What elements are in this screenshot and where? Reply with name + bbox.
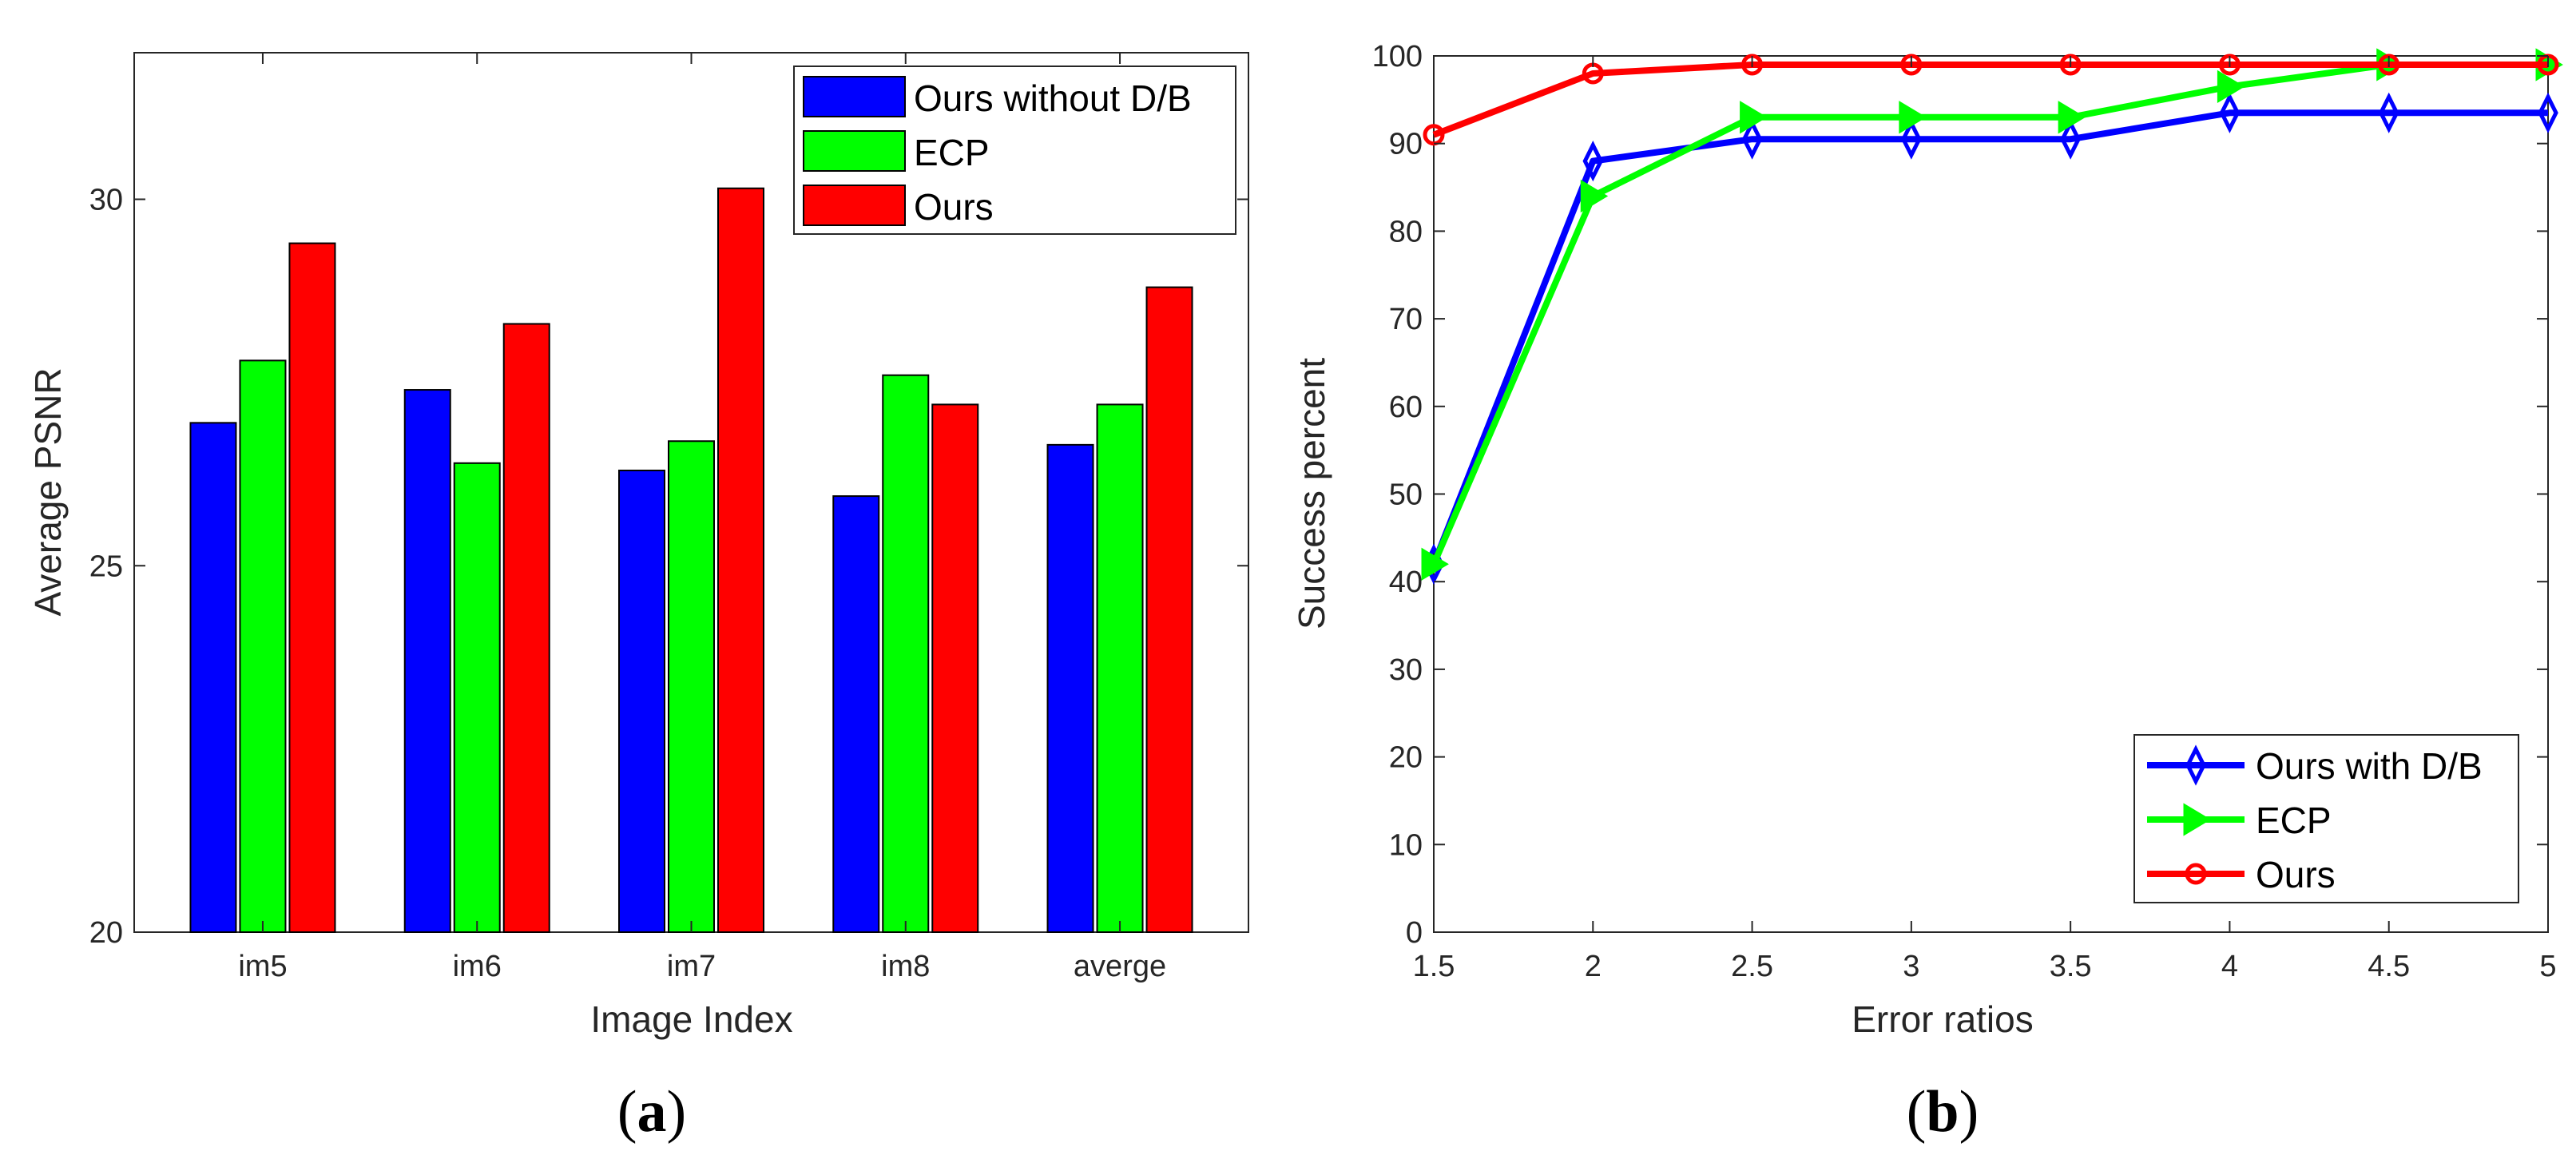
bar-ours-averge xyxy=(1145,286,1193,934)
x-tick-label: 3 xyxy=(1903,950,1919,983)
bar-ours-im5 xyxy=(288,242,336,933)
legend-label-ours-b: Ours xyxy=(2256,854,2336,895)
marker-ours xyxy=(2059,54,2082,76)
y-tick-label: 80 xyxy=(1389,215,1423,248)
bar-ecp-im5 xyxy=(239,359,287,934)
legend-label-ecp-a: ECP xyxy=(914,132,990,173)
line-ours xyxy=(1432,61,2548,138)
marker-ecp xyxy=(1421,547,1449,581)
legend-swatch-ours-a xyxy=(803,185,906,226)
x-tick-label: 2 xyxy=(1585,950,1602,983)
line-chart-xlabel: Error ratios xyxy=(1852,998,2033,1040)
x-tick-label: 2.5 xyxy=(1731,950,1773,983)
y-tick-label: 20 xyxy=(1389,741,1423,775)
y-tick-label: 0 xyxy=(1406,916,1423,950)
y-tick-label: 60 xyxy=(1389,391,1423,424)
bar-chart-legend: Ours without D/B ECP Ours xyxy=(793,65,1236,235)
bar-chart-ylabel: Average PSNR xyxy=(27,367,69,616)
bar-ours-without-d-b-im8 xyxy=(832,495,880,933)
marker-ours xyxy=(1741,54,1764,76)
x-tick-label: 5 xyxy=(2539,950,2556,983)
legend-label-ours-without-db: Ours without D/B xyxy=(914,77,1192,119)
marker-ecp xyxy=(1899,101,1927,134)
x-tick-label: im7 xyxy=(667,950,716,983)
y-tick-label: 10 xyxy=(1389,828,1423,862)
bar-ecp-im7 xyxy=(668,440,715,933)
x-tick-label: 1.5 xyxy=(1413,950,1455,983)
bar-ecp-im8 xyxy=(882,374,930,933)
legend-marker-circle xyxy=(2185,863,2207,885)
y-tick-label: 20 xyxy=(89,916,123,950)
bar-chart-panel: 20 25 30 im5 im6 im7 im8 averge Average PSNR I… xyxy=(27,52,1249,1145)
line-chart-x-ticks: 1.5 2 2.5 3 3.5 4 4.5 5 xyxy=(1413,56,2557,983)
legend-label-ours-with-db: Ours with D/B xyxy=(2256,745,2483,787)
x-tick-label: im8 xyxy=(881,950,930,983)
x-tick-label: im5 xyxy=(238,950,287,983)
marker-ours-with-d-b xyxy=(2219,92,2241,133)
bar-chart-bars xyxy=(189,187,1193,934)
marker-ecp xyxy=(2058,101,2086,134)
y-tick-label: 50 xyxy=(1389,478,1423,512)
y-tick-label: 70 xyxy=(1389,303,1423,336)
bar-ours-im8 xyxy=(931,403,979,933)
panel-label-a: (a) xyxy=(617,1079,686,1145)
marker-ours-with-d-b xyxy=(1901,118,1922,160)
marker-ours xyxy=(2378,54,2400,76)
marker-ecp xyxy=(1580,179,1609,213)
legend-swatch-ours-without-db xyxy=(803,76,906,117)
bar-ecp-im6 xyxy=(453,462,501,933)
marker-ecp xyxy=(1740,101,1768,134)
x-tick-label: 4 xyxy=(2221,950,2238,983)
marker-ecp xyxy=(2217,69,2245,104)
legend-marker-triangle xyxy=(2183,803,2211,836)
line-chart-legend: Ours with D/B ECP Ours xyxy=(2133,734,2519,903)
legend-marker-diamond xyxy=(2185,744,2206,786)
marker-ours-with-d-b xyxy=(1741,118,1763,160)
marker-ours-with-d-b xyxy=(2060,118,2081,160)
bar-chart-xlabel: Image Index xyxy=(590,998,792,1040)
legend-label-ours-a: Ours xyxy=(914,186,994,228)
x-tick-label: im6 xyxy=(453,950,502,983)
marker-ours-with-d-b xyxy=(2538,92,2558,133)
legend-label-ecp-b: ECP xyxy=(2256,800,2332,841)
bar-ours-without-d-b-im7 xyxy=(618,469,665,933)
bar-chart-y-ticks: 20 25 30 xyxy=(89,184,1248,950)
x-tick-label: 3.5 xyxy=(2050,950,2092,983)
marker-ours-with-d-b xyxy=(2378,92,2399,133)
line-chart-y-ticks: 0 10 20 30 40 50 60 70 80 90 100 xyxy=(1372,40,2548,950)
y-tick-label: 40 xyxy=(1389,566,1423,599)
legend-swatch-ecp-a xyxy=(803,130,906,172)
bar-chart-x-ticks: im5 im6 im7 im8 averge xyxy=(238,53,1166,983)
bar-ours-without-d-b-im5 xyxy=(189,422,237,933)
y-tick-label: 30 xyxy=(1389,653,1423,687)
marker-ours-with-d-b xyxy=(1582,141,1604,182)
x-tick-label: averge xyxy=(1074,950,1166,983)
y-tick-label: 100 xyxy=(1372,40,1423,73)
bar-ours-im7 xyxy=(717,187,764,934)
panel-label-b: (b) xyxy=(1907,1079,1979,1145)
line-chart-ylabel: Success percent xyxy=(1291,358,1332,629)
bar-ours-im6 xyxy=(502,323,550,934)
y-tick-label: 30 xyxy=(89,184,123,217)
marker-ours xyxy=(1900,54,1923,76)
marker-ours xyxy=(2218,54,2241,76)
y-tick-label: 90 xyxy=(1389,128,1423,161)
bar-ours-without-d-b-averge xyxy=(1046,443,1094,933)
y-tick-label: 25 xyxy=(89,550,123,583)
bar-ecp-averge xyxy=(1096,403,1144,933)
line-ours-with-d-b xyxy=(1431,109,2548,566)
x-tick-label: 4.5 xyxy=(2368,950,2410,983)
line-ecp xyxy=(1431,61,2548,566)
bar-ours-without-d-b-im6 xyxy=(403,389,451,933)
